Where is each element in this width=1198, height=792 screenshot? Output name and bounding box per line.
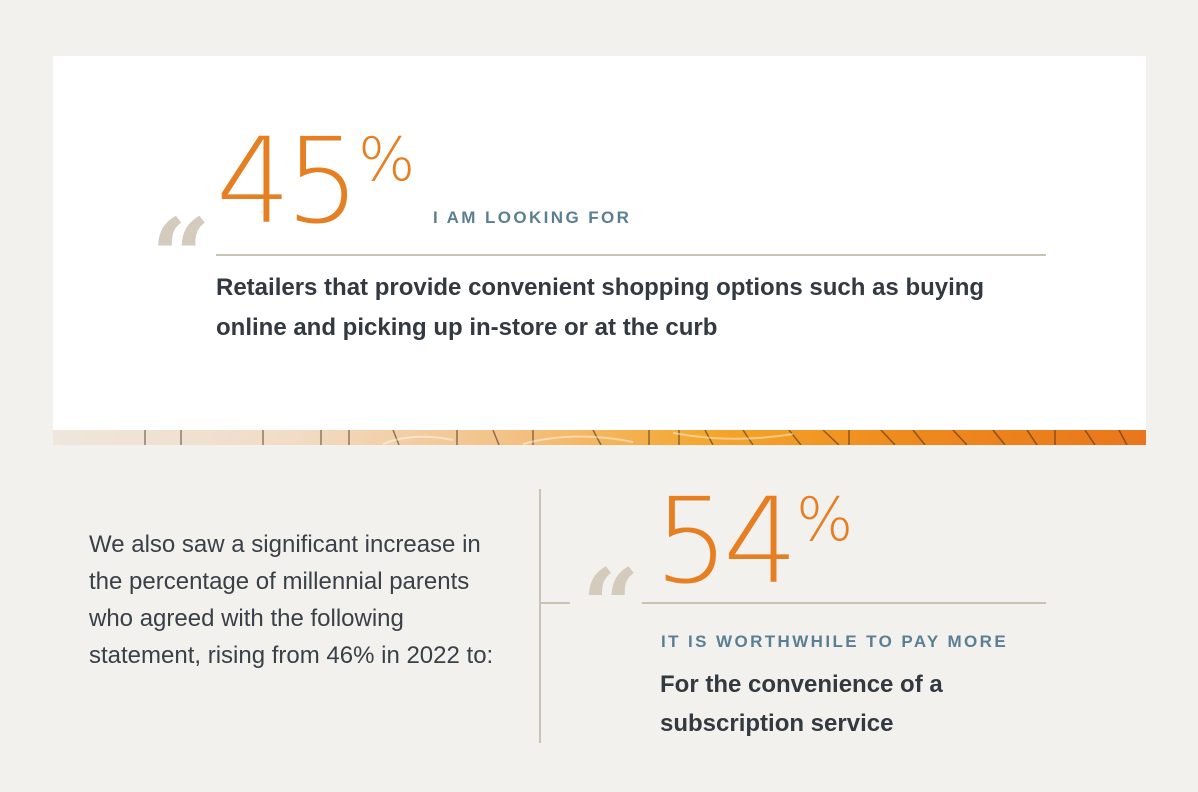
quote-mark-icon: “ xyxy=(151,195,211,318)
intro-paragraph: We also saw a significant increase in th… xyxy=(89,531,494,669)
top-stat-value: 45 xyxy=(216,112,360,250)
top-stat-card xyxy=(53,56,1146,430)
bottom-stat-value: 54 xyxy=(654,472,798,610)
decorative-image-strip xyxy=(53,430,1146,445)
top-stat-divider xyxy=(216,254,1046,256)
bottom-stat-number: 54% xyxy=(654,482,853,600)
vertical-divider xyxy=(539,489,541,743)
top-stat-number: 45% xyxy=(216,122,415,240)
connector-rule xyxy=(540,602,570,604)
bottom-stat-percent-sign: % xyxy=(796,485,854,555)
top-stat-statement: Retailers that provide convenient shoppi… xyxy=(216,274,985,341)
bottom-stat-statement: For the convenience of a subscription se… xyxy=(660,671,943,737)
top-stat-kicker: I AM LOOKING FOR xyxy=(433,208,632,227)
top-stat-percent-sign: % xyxy=(358,125,416,195)
strip-texture xyxy=(144,430,1128,445)
bottom-stat-divider xyxy=(642,602,1046,604)
quote-mark-icon: “ xyxy=(582,547,640,665)
bottom-stat-kicker: IT IS WORTHWHILE TO PAY MORE xyxy=(661,632,1009,651)
